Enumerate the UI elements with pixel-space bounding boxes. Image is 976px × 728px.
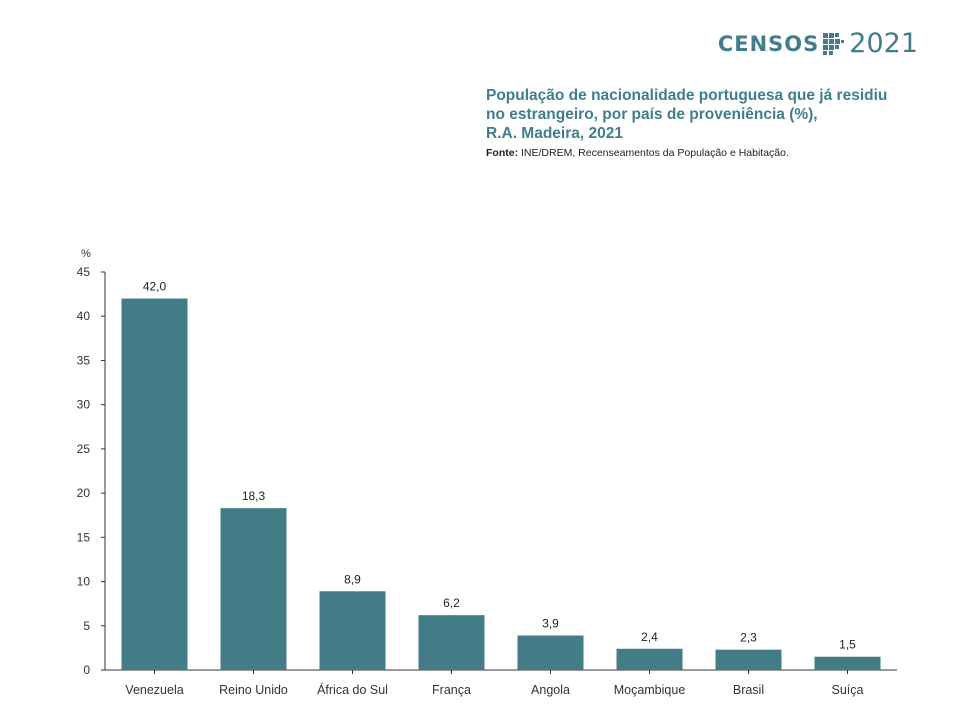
bar-value-label: 8,9 <box>344 572 361 586</box>
y-tick-label: 0 <box>83 663 90 677</box>
x-tick-label: França <box>432 683 471 697</box>
bar-brasil <box>715 649 782 670</box>
bar-value-label: 6,2 <box>443 596 460 610</box>
y-tick-label: 15 <box>77 530 91 544</box>
bar-value-label: 2,4 <box>641 630 658 644</box>
bar-value-label: 3,9 <box>542 617 559 631</box>
x-tick-label: Brasil <box>733 683 764 697</box>
bar-value-label: 1,5 <box>839 638 856 652</box>
x-tick-label: Moçambique <box>614 683 686 697</box>
source-label: Fonte: <box>486 147 519 159</box>
y-tick-label: 45 <box>77 265 91 279</box>
y-tick-label: 10 <box>77 575 91 589</box>
x-tick-label: África do Sul <box>317 682 388 697</box>
bar--frica-do-sul <box>319 591 386 670</box>
bar-fran-a <box>418 615 485 670</box>
y-tick-label: 5 <box>83 619 90 633</box>
logo-year: 2021 <box>849 28 918 59</box>
bar-reino-unido <box>220 508 287 670</box>
bar-value-label: 42,0 <box>143 280 167 294</box>
bar-venezuela <box>121 298 188 670</box>
bar-mo-ambique <box>616 648 683 670</box>
source-text: INE/DREM, Recenseamentos da População e … <box>521 147 789 159</box>
logo-word: CENSOS <box>717 31 820 56</box>
y-tick-label: 35 <box>77 353 91 367</box>
bar-angola <box>517 635 584 670</box>
x-tick-label: Angola <box>531 683 570 697</box>
y-tick-label: 25 <box>77 442 91 456</box>
chart-title-line: População de nacionalidade portuguesa qu… <box>486 87 888 104</box>
chart-title-line: R.A. Madeira, 2021 <box>486 125 623 142</box>
y-tick-label: 40 <box>77 309 91 323</box>
source-note: Fonte: INE/DREM, Recenseamentos da Popul… <box>486 147 789 159</box>
censos-logo: CENSOS 2021 <box>718 28 918 59</box>
y-tick-label: 20 <box>77 486 91 500</box>
x-tick-label: Venezuela <box>125 683 183 697</box>
y-axis-label: % <box>81 248 91 260</box>
chart-title: População de nacionalidade portuguesa qu… <box>486 86 926 143</box>
bar-value-label: 18,3 <box>242 489 266 503</box>
x-tick-label: Suíça <box>832 683 864 697</box>
bar-value-label: 2,3 <box>740 631 757 645</box>
x-tick-label: Reino Unido <box>219 683 288 697</box>
y-tick-label: 30 <box>77 398 91 412</box>
chart-title-line: no estrangeiro, por país de proveniência… <box>486 106 818 123</box>
logo-grid-icon <box>823 32 845 55</box>
bar-su-a <box>814 656 881 670</box>
